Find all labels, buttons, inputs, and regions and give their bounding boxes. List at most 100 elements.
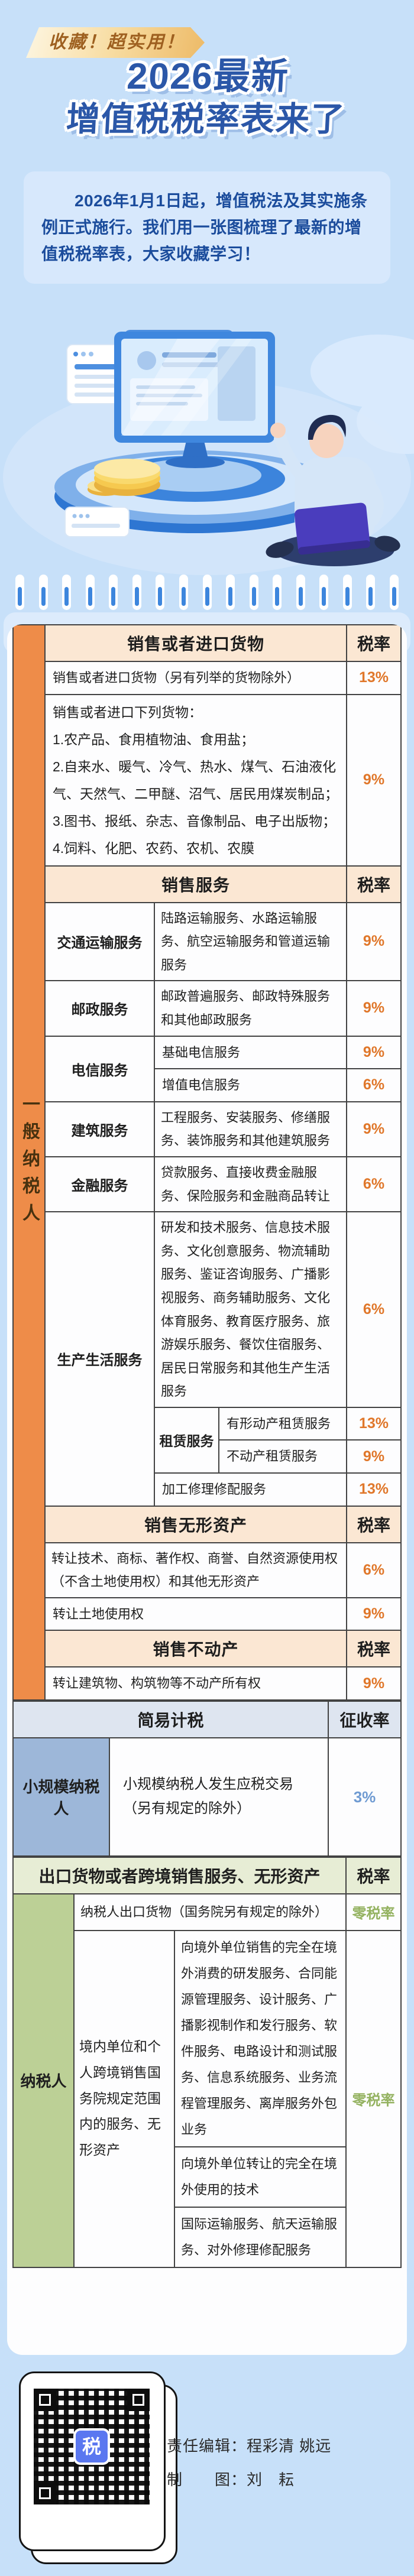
rate-cell: 13% <box>346 1406 402 1441</box>
table-row: 交通运输服务 陆路运输服务、水路运输服务、航空运输服务和管道运输服务 9% <box>13 901 402 982</box>
desc-cell: 贷款服务、直接收费金融服务、保险服务和金融商品转让 <box>153 1156 348 1213</box>
table-row: 租赁服务 有形动产租赁服务 13% <box>13 1406 402 1474</box>
table-row: 销售或者进口货物（另有列举的货物除外） 13% <box>13 661 402 695</box>
rate-cell: 6% <box>346 1211 402 1408</box>
rate-tables-card: 一般纳税人 销售或者进口货物 税率 销售或者进口货物（另有列举的货物除外） 13… <box>7 624 407 2355</box>
binder-ring-icon <box>38 575 48 610</box>
binder-ring-icon <box>342 575 352 610</box>
binder-ring-icon <box>319 575 329 610</box>
binder-ring-icon <box>85 575 95 610</box>
desc-cell: 基础电信服务 <box>153 1035 348 1070</box>
badge-label: 收藏！超实用！ <box>48 33 185 52</box>
rate-cell: 9% <box>346 693 402 867</box>
mini-window-icon <box>64 507 130 537</box>
qr-finder-icon <box>34 2389 56 2411</box>
desc-cell: 转让技术、商标、著作权、商誉、自然资源使用权（不含土地使用权）和其他无形资产 <box>44 1542 348 1598</box>
desc-cell: 转让建筑物、构筑物等不动产所有权 <box>44 1666 348 1701</box>
desc-cell: 邮政普遍服务、邮政特殊服务和其他邮政服务 <box>153 980 348 1037</box>
table-row: 一般纳税人 销售或者进口货物 税率 <box>12 624 402 1701</box>
rate-cell: 9% <box>346 1035 402 1070</box>
desc-cell: 销售或者进口下列货物： 1.农产品、食用植物油、食用盐； 2.自来水、暖气、冷气… <box>44 693 348 867</box>
table-row: 邮政服务 邮政普遍服务、邮政特殊服务和其他邮政服务 9% <box>13 980 402 1037</box>
binder-ring-icon <box>179 575 188 610</box>
table-row: 电信服务 基础电信服务 9% <box>13 1035 402 1102</box>
rate-cell: 9% <box>346 1101 402 1157</box>
rate-cell: 13% <box>346 1472 402 1507</box>
table-row: 向境外单位转让的完全在境外使用的技术 <box>13 2146 401 2208</box>
illustration <box>3 329 414 575</box>
binder-ring-icon <box>273 575 282 610</box>
binder-ring-icon <box>15 575 24 610</box>
table-row: 加工修理修配服务 13% <box>13 1472 402 1507</box>
rate-cell: 6% <box>346 1068 402 1102</box>
rate-header: 征收率 <box>328 1701 402 1739</box>
desc-cell: 纳税人出口货物（国务院另有规定的除外） <box>73 1893 347 1931</box>
table-row: 转让技术、商标、著作权、商誉、自然资源使用权（不含土地使用权）和其他无形资产 6… <box>13 1542 402 1598</box>
category-cell: 电信服务 <box>44 1035 155 1102</box>
section-header-intangible: 销售无形资产 <box>44 1505 348 1543</box>
collect-badge: 收藏！超实用！ <box>26 27 205 58</box>
rate-header: 税率 <box>346 1630 402 1668</box>
binder-ring-icon <box>109 575 118 610</box>
binder-ring-icon <box>366 575 376 610</box>
table-row: 简易计税 征收率 <box>12 1701 402 1739</box>
section-header-realestate: 销售不动产 <box>44 1630 348 1668</box>
qr-finder-icon <box>34 2482 56 2504</box>
rate-cell: 零税率 <box>345 1929 402 2268</box>
rate-header: 税率 <box>346 624 402 662</box>
qr-code: 税 <box>34 2389 150 2504</box>
cloud-icon <box>310 335 414 408</box>
desc-cell: 转让土地使用权 <box>44 1597 348 1631</box>
desc-cell: 陆路运输服务、水路运输服务、航空运输服务和管道运输服务 <box>153 901 348 982</box>
rate-header: 税率 <box>346 865 402 903</box>
rate-header: 税率 <box>345 1857 402 1895</box>
binder-ring-icon <box>226 575 235 610</box>
rate-cell: 9% <box>346 901 402 982</box>
desc-cell: 工程服务、安装服务、修缮服务、装饰服务和其他建筑服务 <box>153 1101 348 1157</box>
credit-illustrator: 制 图：刘 耘 <box>167 2471 295 2489</box>
rate-cell: 13% <box>346 661 402 695</box>
coins-icon <box>88 459 160 496</box>
rate-header: 税率 <box>346 1505 402 1543</box>
desc-cell: 国际运输服务、航天运输服务、对外修理修配服务 <box>173 2206 347 2268</box>
desc-cell: 有形动产租赁服务 <box>218 1406 348 1441</box>
rate-cell: 3% <box>328 1737 402 1857</box>
desc-cell: 不动产租赁服务 <box>218 1439 348 1474</box>
intro-card: 2026年1月1日起，增值税法及其实施条例正式施行。我们用一张图梳理了最新的增值… <box>24 171 390 284</box>
intro-text: 2026年1月1日起，增值税法及其实施条例正式施行。我们用一张图梳理了最新的增值… <box>41 192 368 263</box>
category-cell: 租赁服务 <box>153 1406 219 1474</box>
page-title: 2026最新 增值税税率表来了 <box>0 54 414 140</box>
table-row: 销售不动产 税率 <box>13 1630 402 1668</box>
rate-cell: 9% <box>346 1597 402 1631</box>
rate-table-export: 出口货物或者跨境销售服务、无形资产 税率 纳税人 纳税人出口货物（国务院另有规定… <box>12 1857 402 2268</box>
rate-cell: 9% <box>346 980 402 1037</box>
table-row: 建筑服务 工程服务、安装服务、修缮服务、装饰服务和其他建筑服务 9% <box>13 1101 402 1157</box>
rate-cell: 6% <box>346 1542 402 1598</box>
table-row: 国际运输服务、航天运输服务、对外修理修配服务 <box>13 2206 401 2268</box>
qr-card: 税 <box>19 2371 166 2551</box>
tax-logo-icon: 税 <box>73 2428 110 2465</box>
credits: 责任编辑：程彩清 姚远 制 图：刘 耘 <box>167 2434 403 2502</box>
desc-cell: 加工修理修配服务 <box>153 1472 348 1507</box>
small-taxpayer-label: 小规模纳税人 <box>12 1737 110 1857</box>
binder-ring-icon <box>156 575 165 610</box>
section-header-simplified: 简易计税 <box>12 1701 329 1739</box>
table-row: 出口货物或者跨境销售服务、无形资产 税率 <box>12 1857 402 1895</box>
category-cell: 交通运输服务 <box>44 901 155 982</box>
desc-cell: 小规模纳税人发生应税交易 （另有规定的除外） <box>108 1737 329 1857</box>
taxpayer-label: 纳税人 <box>12 1893 75 2268</box>
desc-cell: 向境外单位转让的完全在境外使用的技术 <box>173 2146 347 2208</box>
table-row: 小规模纳税人 小规模纳税人发生应税交易 （另有规定的除外） 3% <box>12 1737 402 1857</box>
binder-ring-icon <box>296 575 305 610</box>
title-line-2: 增值税税率表来了 <box>65 100 347 138</box>
rate-cell: 9% <box>346 1666 402 1701</box>
desc-cell: 增值电信服务 <box>153 1068 348 1102</box>
table-row: 境内单位和个人跨境销售国务院规定范围内的服务、无形资产 向境外单位销售的完全在境… <box>13 1929 402 2268</box>
qr-finder-icon <box>127 2389 150 2411</box>
binder-ring-icon <box>132 575 141 610</box>
general-taxpayer-strip: 一般纳税人 <box>12 624 46 1701</box>
table-row: 销售服务 税率 <box>13 865 402 903</box>
rate-cell: 9% <box>346 1439 402 1474</box>
table-row: 增值电信服务 6% <box>13 1068 402 1102</box>
section-header-export: 出口货物或者跨境销售服务、无形资产 <box>12 1857 347 1895</box>
